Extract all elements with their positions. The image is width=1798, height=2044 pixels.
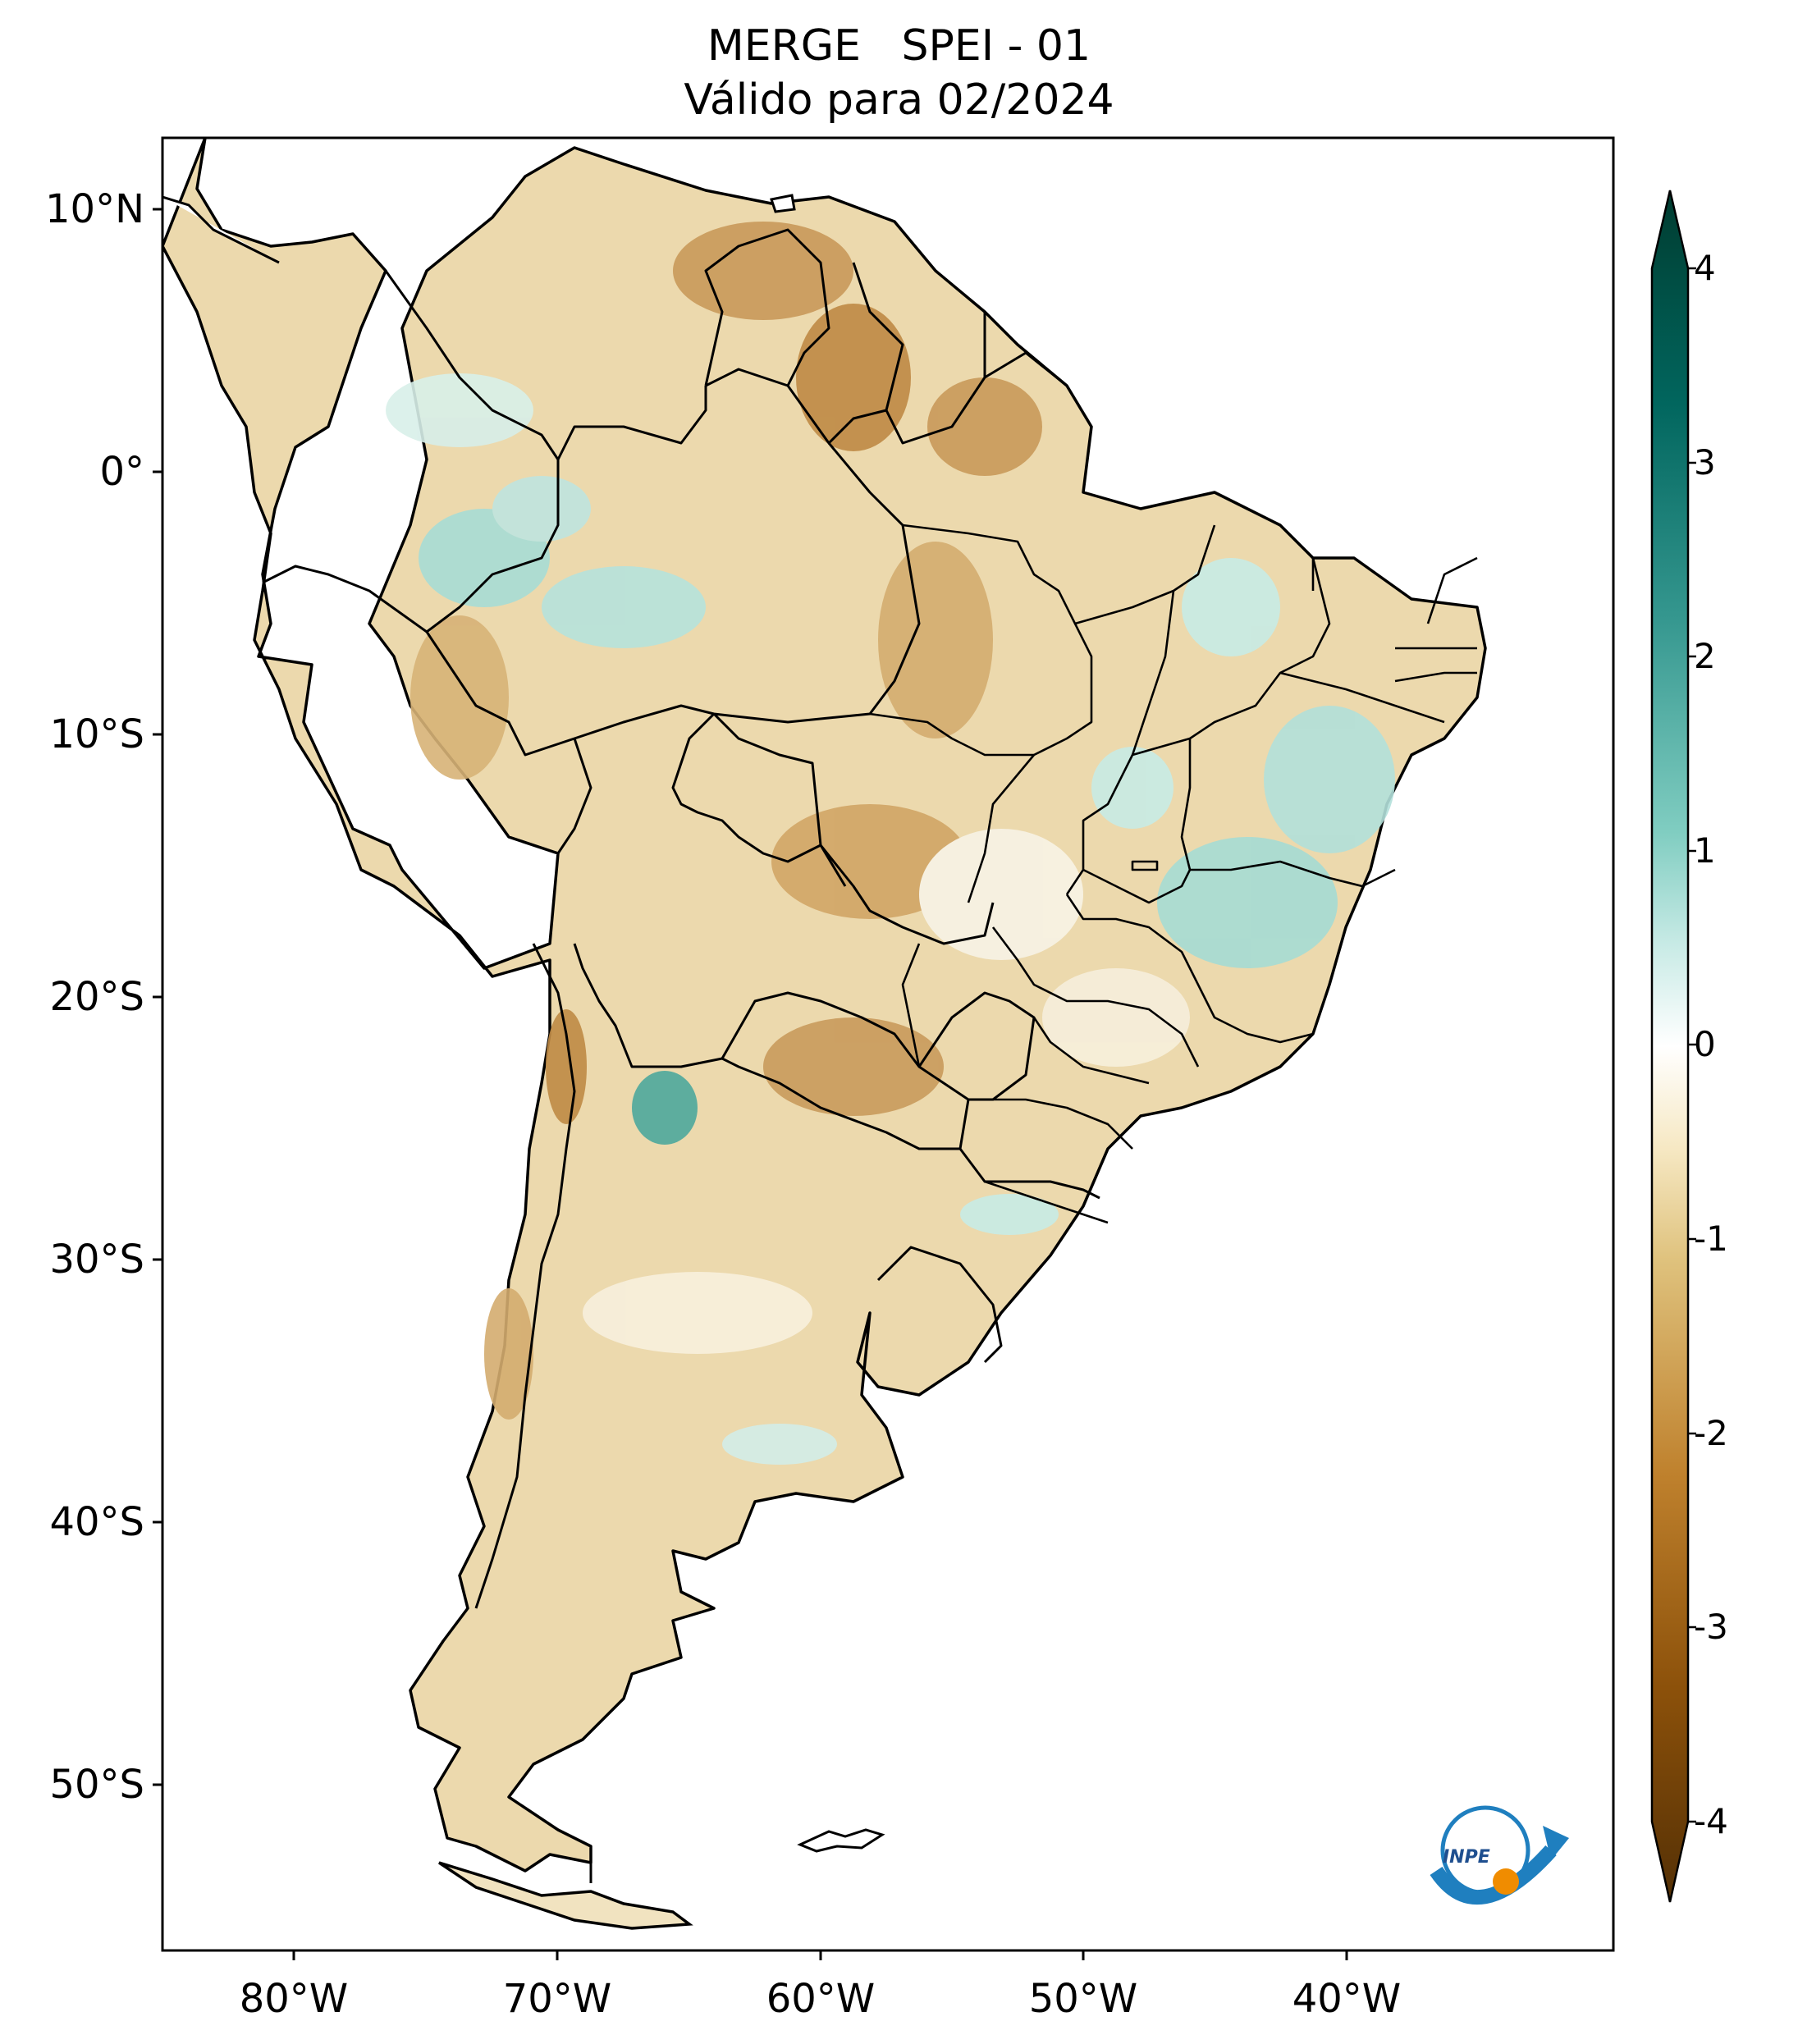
colorbar-label: -1 — [1694, 1219, 1728, 1259]
lon-tick-marks — [292, 1950, 1348, 1960]
country-borders — [262, 228, 1100, 1883]
colorbar-label: -4 — [1694, 1801, 1728, 1841]
lon-tick-label: 70°W — [502, 1976, 612, 2022]
colorbar — [1650, 190, 1696, 1903]
caribbean-islands — [162, 194, 796, 264]
colorbar-label: 2 — [1694, 636, 1716, 676]
lat-tick-label: 50°S — [49, 1762, 144, 1808]
map-content: INPE — [162, 138, 1569, 1930]
lon-tick-label: 60°W — [766, 1976, 876, 2022]
lon-tick-label: 40°W — [1292, 1976, 1402, 2022]
colorbar-label: 0 — [1694, 1024, 1716, 1064]
lat-tick-label: 10°S — [49, 711, 144, 757]
colorbar-ticks — [1688, 267, 1696, 1823]
lat-tick-label: 0° — [99, 449, 144, 495]
lat-tick-label: 10°N — [45, 186, 144, 232]
colorbar-label: 3 — [1694, 442, 1716, 482]
colorbar-label: -2 — [1694, 1413, 1728, 1453]
lon-tick-label: 80°W — [239, 1976, 349, 2022]
logo-text: INPE — [1443, 1847, 1490, 1868]
lat-tick-marks — [153, 208, 162, 1786]
tierra-del-fuego — [438, 1861, 693, 1930]
state-borders — [869, 524, 1478, 1224]
lat-tick-label: 40°S — [49, 1499, 144, 1545]
lat-tick-label: 30°S — [49, 1237, 144, 1283]
lat-tick-label: 20°S — [49, 974, 144, 1020]
map-title-line1: MERGE SPEI - 01 — [707, 21, 1091, 71]
lon-tick-label: 50°W — [1028, 1976, 1138, 2022]
colorbar-label: 4 — [1694, 248, 1716, 288]
falkland-islands — [797, 1828, 885, 1853]
map-title-line2: Válido para 02/2024 — [684, 75, 1114, 125]
spei-anomaly-shading — [386, 222, 1395, 1465]
colorbar-label: -3 — [1694, 1607, 1728, 1647]
colorbar-body — [1650, 190, 1690, 1903]
inpe-logo-icon: INPE — [1430, 1805, 1569, 1905]
colorbar-label: 1 — [1694, 830, 1716, 871]
